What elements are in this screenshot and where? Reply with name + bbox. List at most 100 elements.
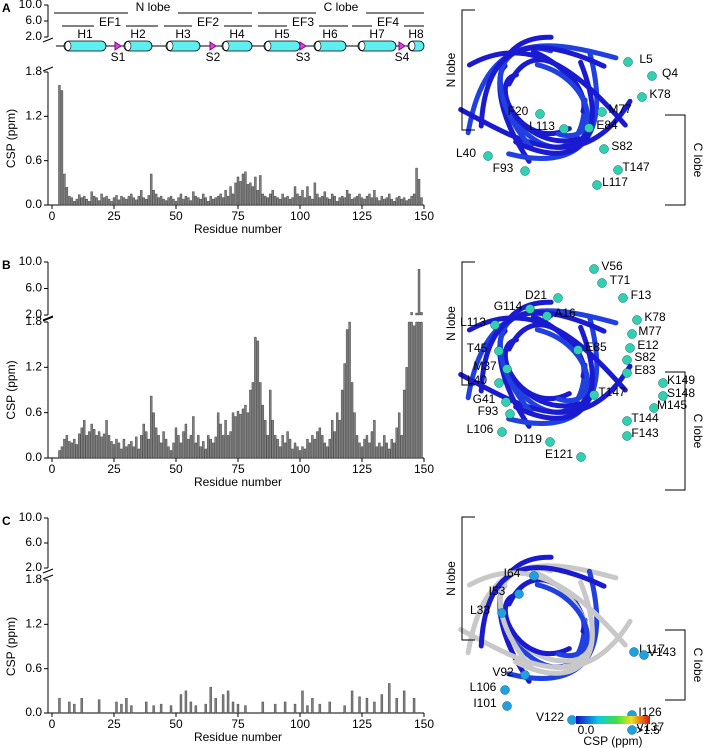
- bar: [316, 431, 319, 459]
- bar: [177, 435, 180, 459]
- bar: [313, 438, 317, 459]
- bar: [360, 197, 364, 206]
- panel-letter: A: [2, 1, 11, 15]
- helix-label: H8: [408, 27, 424, 41]
- ribbon: [534, 62, 590, 139]
- bar: [132, 446, 136, 459]
- lobe-label: C lobe: [324, 0, 359, 14]
- bar: [355, 195, 359, 206]
- strand: [114, 41, 122, 51]
- n-lobe-bracket: [461, 9, 475, 131]
- bar: [412, 325, 416, 459]
- bar: [226, 195, 230, 206]
- bar: [415, 167, 418, 206]
- bar: [73, 438, 76, 459]
- bar: [303, 448, 307, 459]
- residue-label: T71: [610, 273, 631, 287]
- bar: [107, 198, 111, 206]
- ef-label-bg: [287, 19, 319, 33]
- residue-label: V122: [536, 710, 564, 724]
- bar: [78, 194, 81, 206]
- bar: [127, 444, 131, 459]
- bar: [125, 446, 128, 459]
- residue-sphere: [613, 165, 623, 175]
- bar: [65, 435, 69, 459]
- residue-sphere: [545, 437, 555, 447]
- bar: [85, 198, 88, 206]
- bar: [187, 438, 190, 459]
- bar: [73, 201, 76, 206]
- bar: [328, 701, 331, 714]
- residue-label: L106: [470, 680, 497, 694]
- helix: [221, 40, 253, 52]
- bar: [259, 175, 262, 206]
- bar: [261, 404, 264, 459]
- bar: [115, 195, 118, 206]
- bar: [336, 412, 339, 459]
- bar: [182, 431, 185, 459]
- bar: [350, 198, 354, 206]
- panel-letter: C: [2, 514, 11, 528]
- bar: [105, 195, 108, 206]
- bar: [254, 176, 257, 206]
- bar: [350, 382, 354, 459]
- bar: [261, 193, 264, 206]
- residue-sphere: [618, 293, 628, 303]
- residue-sphere: [597, 278, 607, 288]
- bar: [229, 186, 232, 206]
- bar: [246, 184, 250, 206]
- residue-sphere: [622, 368, 632, 378]
- residue-sphere: [658, 391, 668, 401]
- residue-sphere: [542, 311, 552, 321]
- bar: [92, 195, 96, 206]
- bar: [159, 703, 163, 714]
- bar: [231, 193, 235, 206]
- bar: [283, 442, 287, 459]
- residue-label: E83: [634, 363, 656, 377]
- residue-sphere: [501, 397, 511, 407]
- bar: [301, 190, 304, 206]
- bar: [197, 197, 200, 206]
- bar: [393, 201, 396, 206]
- bar: [241, 408, 245, 459]
- bar: [296, 446, 299, 459]
- helix-label: H1: [77, 27, 93, 41]
- bar: [343, 363, 346, 459]
- y-axis-label: CSP (ppm): [4, 109, 18, 168]
- bar: [370, 431, 374, 459]
- x-tick-label: 125: [352, 209, 372, 223]
- bar: [214, 197, 217, 206]
- residue-label: T147: [622, 160, 650, 174]
- bar: [338, 420, 341, 459]
- bar: [100, 193, 103, 206]
- bar: [340, 389, 344, 459]
- bar: [301, 446, 304, 459]
- bar: [164, 200, 168, 206]
- bar: [370, 197, 374, 206]
- bar: [264, 420, 267, 459]
- bar: [132, 197, 136, 206]
- bar: [358, 696, 361, 714]
- residue-sphere: [494, 346, 504, 356]
- bar: [373, 420, 376, 459]
- bar: [281, 193, 284, 206]
- residue-sphere: [584, 123, 594, 133]
- bar: [236, 410, 240, 459]
- bar: [256, 190, 260, 206]
- bar: [214, 698, 217, 714]
- bar: [192, 416, 195, 459]
- helix: [63, 40, 107, 52]
- bar: [321, 195, 324, 206]
- residue-label: I101: [473, 696, 497, 710]
- residue-label: L106: [467, 422, 494, 436]
- bar: [63, 438, 66, 459]
- bar: [368, 193, 371, 206]
- residue-sphere: [589, 264, 599, 274]
- bar: [80, 197, 83, 206]
- residue-label: L113: [529, 119, 555, 133]
- bar: [226, 435, 230, 459]
- residue-sphere: [592, 180, 602, 190]
- bar: [264, 195, 267, 206]
- bar: [293, 703, 297, 714]
